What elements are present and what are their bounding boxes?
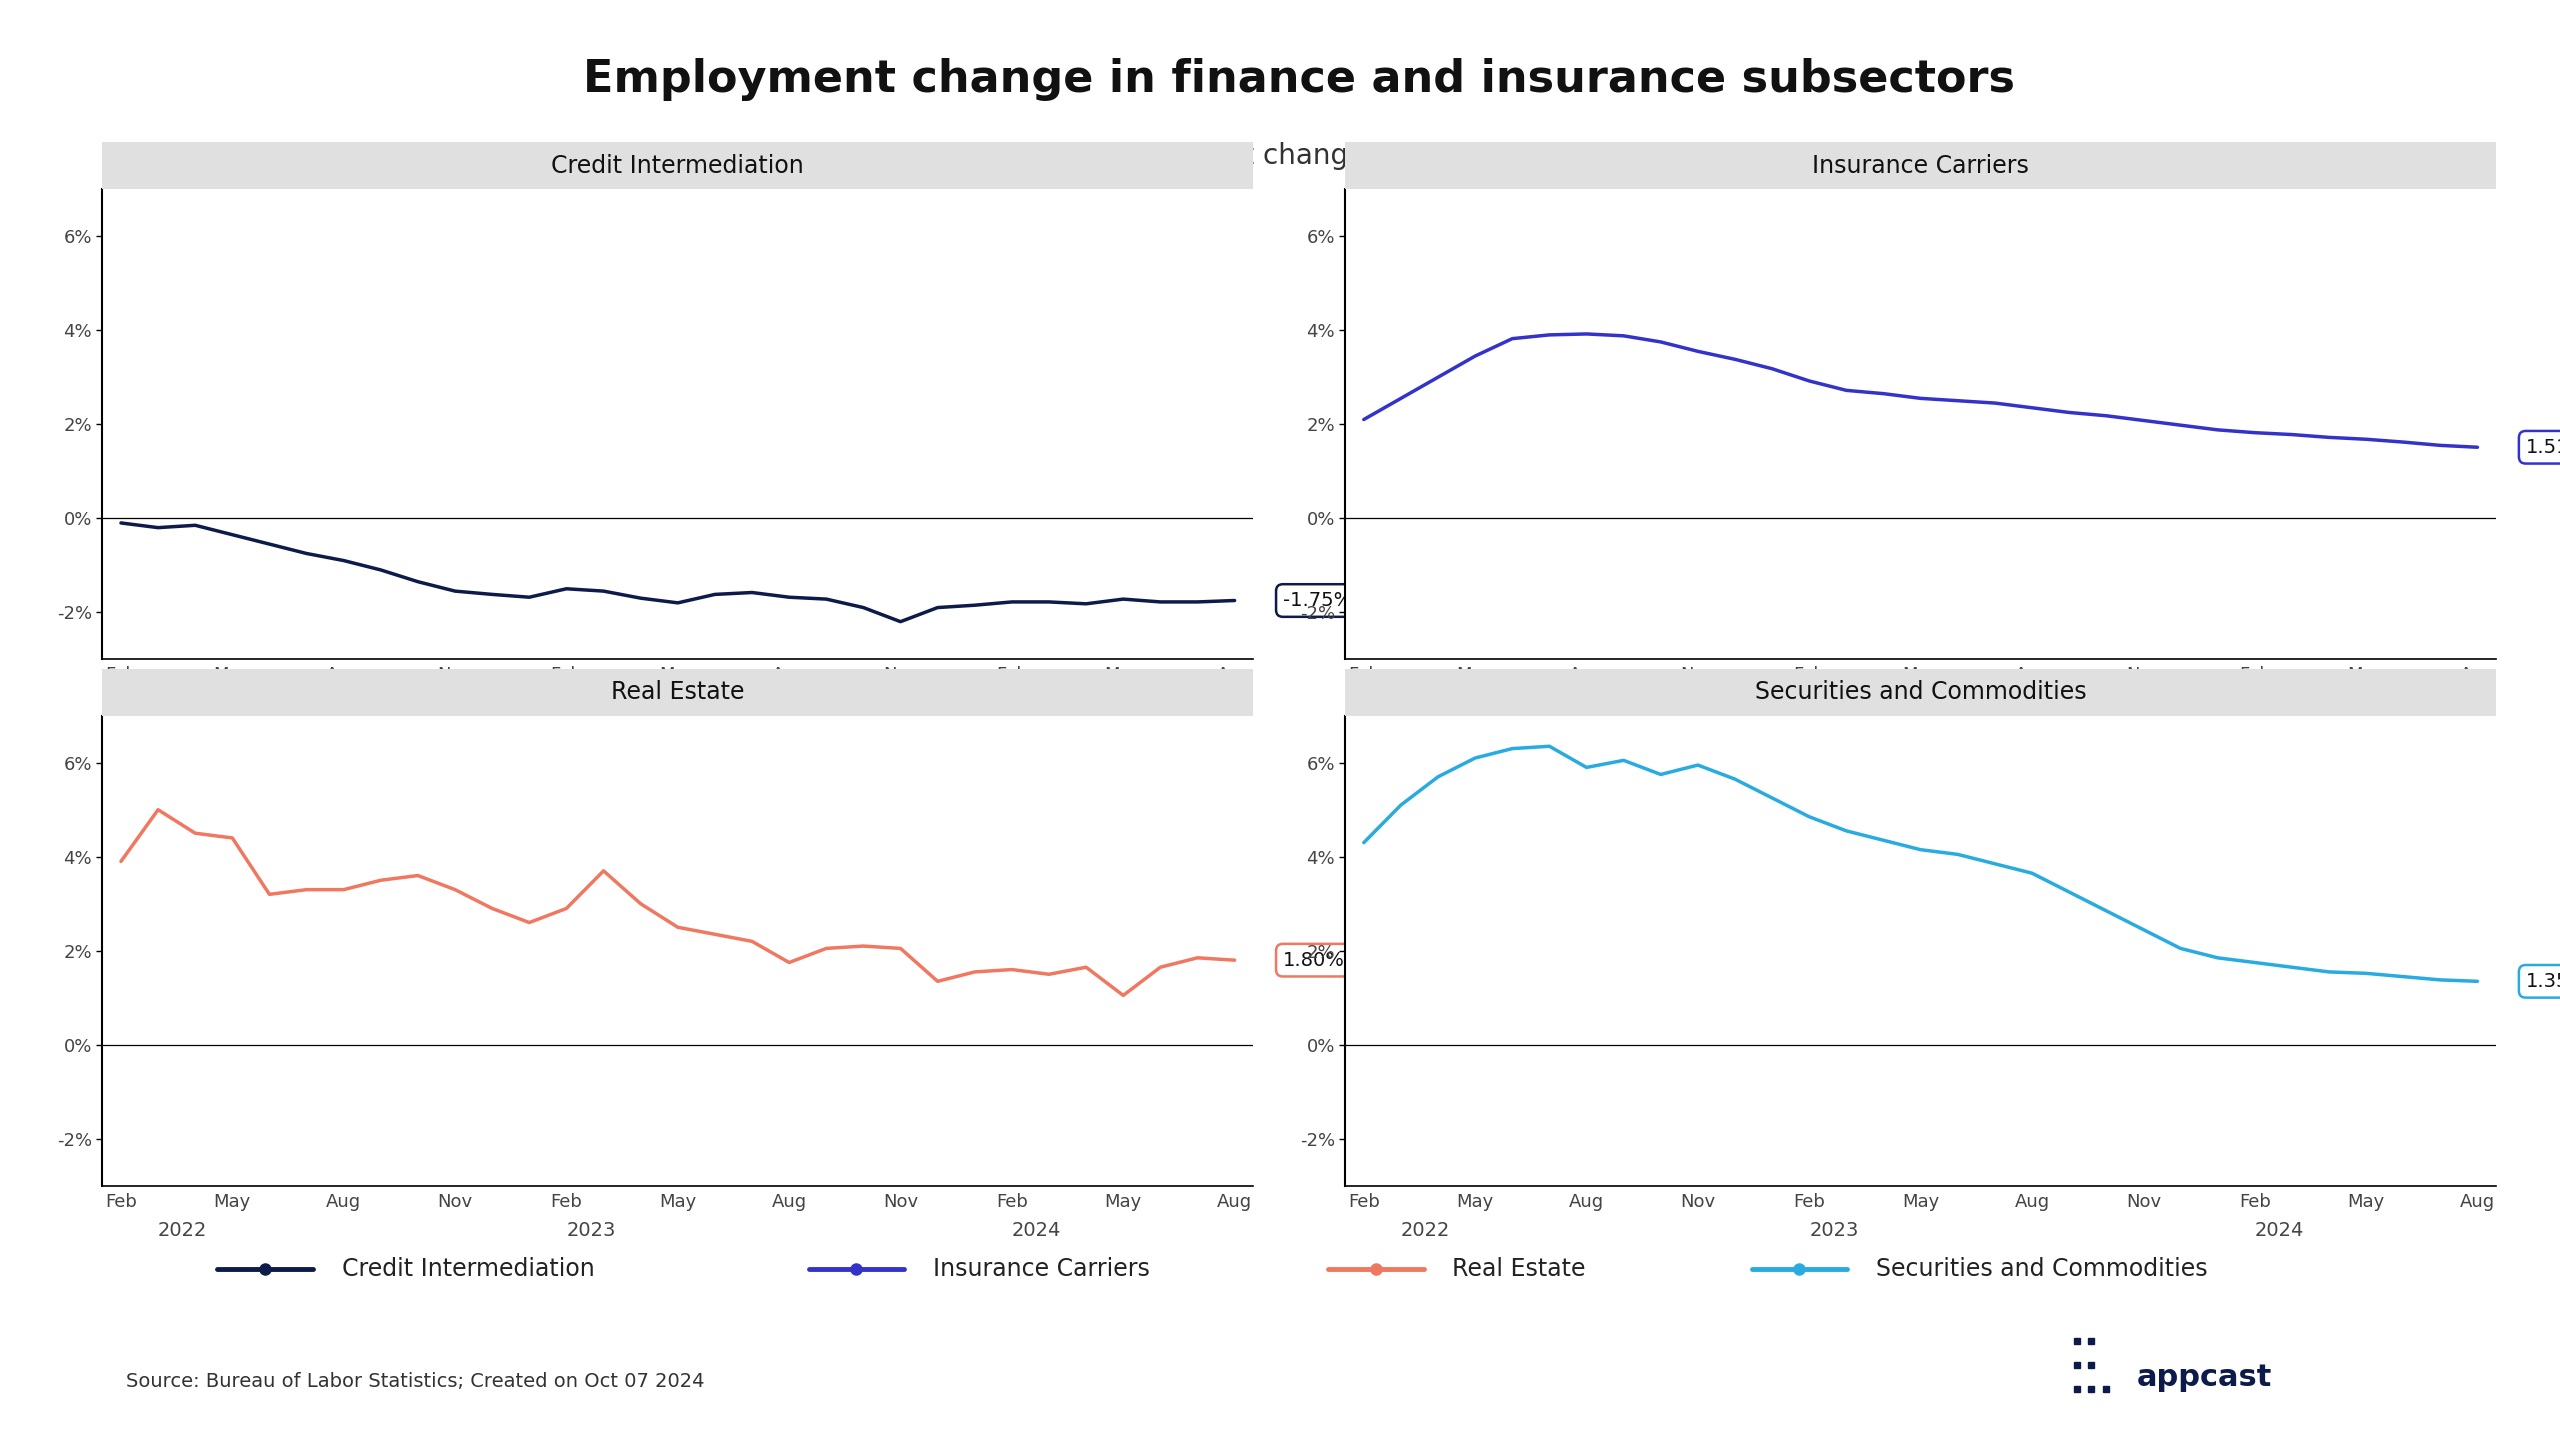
Text: 2023: 2023 (1810, 1221, 1859, 1240)
Text: 2022: 2022 (159, 1221, 207, 1240)
Text: 2022: 2022 (1400, 1221, 1452, 1240)
Text: Insurance Carriers: Insurance Carriers (932, 1257, 1149, 1282)
Text: 1.35%: 1.35% (2527, 972, 2560, 991)
Text: Credit Intermediation: Credit Intermediation (550, 154, 804, 178)
Text: Employment change in finance and insurance subsectors: Employment change in finance and insuran… (584, 58, 2015, 100)
Text: Real Estate: Real Estate (612, 679, 745, 704)
Text: 2023: 2023 (566, 1221, 617, 1240)
Text: Year-over-year percent change, seasonally adjusted: Year-over-year percent change, seasonall… (940, 141, 1659, 170)
Text: 1.51%: 1.51% (2527, 438, 2560, 457)
Text: Real Estate: Real Estate (1452, 1257, 1585, 1282)
Text: 1.80%: 1.80% (1283, 950, 1344, 969)
Text: Credit Intermediation: Credit Intermediation (340, 1257, 594, 1282)
FancyBboxPatch shape (102, 143, 1254, 189)
Text: Securities and Commodities: Securities and Commodities (1754, 679, 2086, 704)
FancyBboxPatch shape (1344, 669, 2496, 716)
Text: 2024: 2024 (1011, 1221, 1062, 1240)
Text: 2024: 2024 (2255, 1221, 2304, 1240)
Text: Source: Bureau of Labor Statistics; Created on Oct 07 2024: Source: Bureau of Labor Statistics; Crea… (125, 1372, 704, 1391)
Text: Securities and Commodities: Securities and Commodities (1876, 1257, 2207, 1282)
Text: appcast: appcast (2138, 1363, 2273, 1391)
Text: -1.75%: -1.75% (1283, 591, 1352, 610)
FancyBboxPatch shape (1344, 143, 2496, 189)
Text: Insurance Carriers: Insurance Carriers (1812, 154, 2030, 178)
FancyBboxPatch shape (102, 669, 1254, 716)
